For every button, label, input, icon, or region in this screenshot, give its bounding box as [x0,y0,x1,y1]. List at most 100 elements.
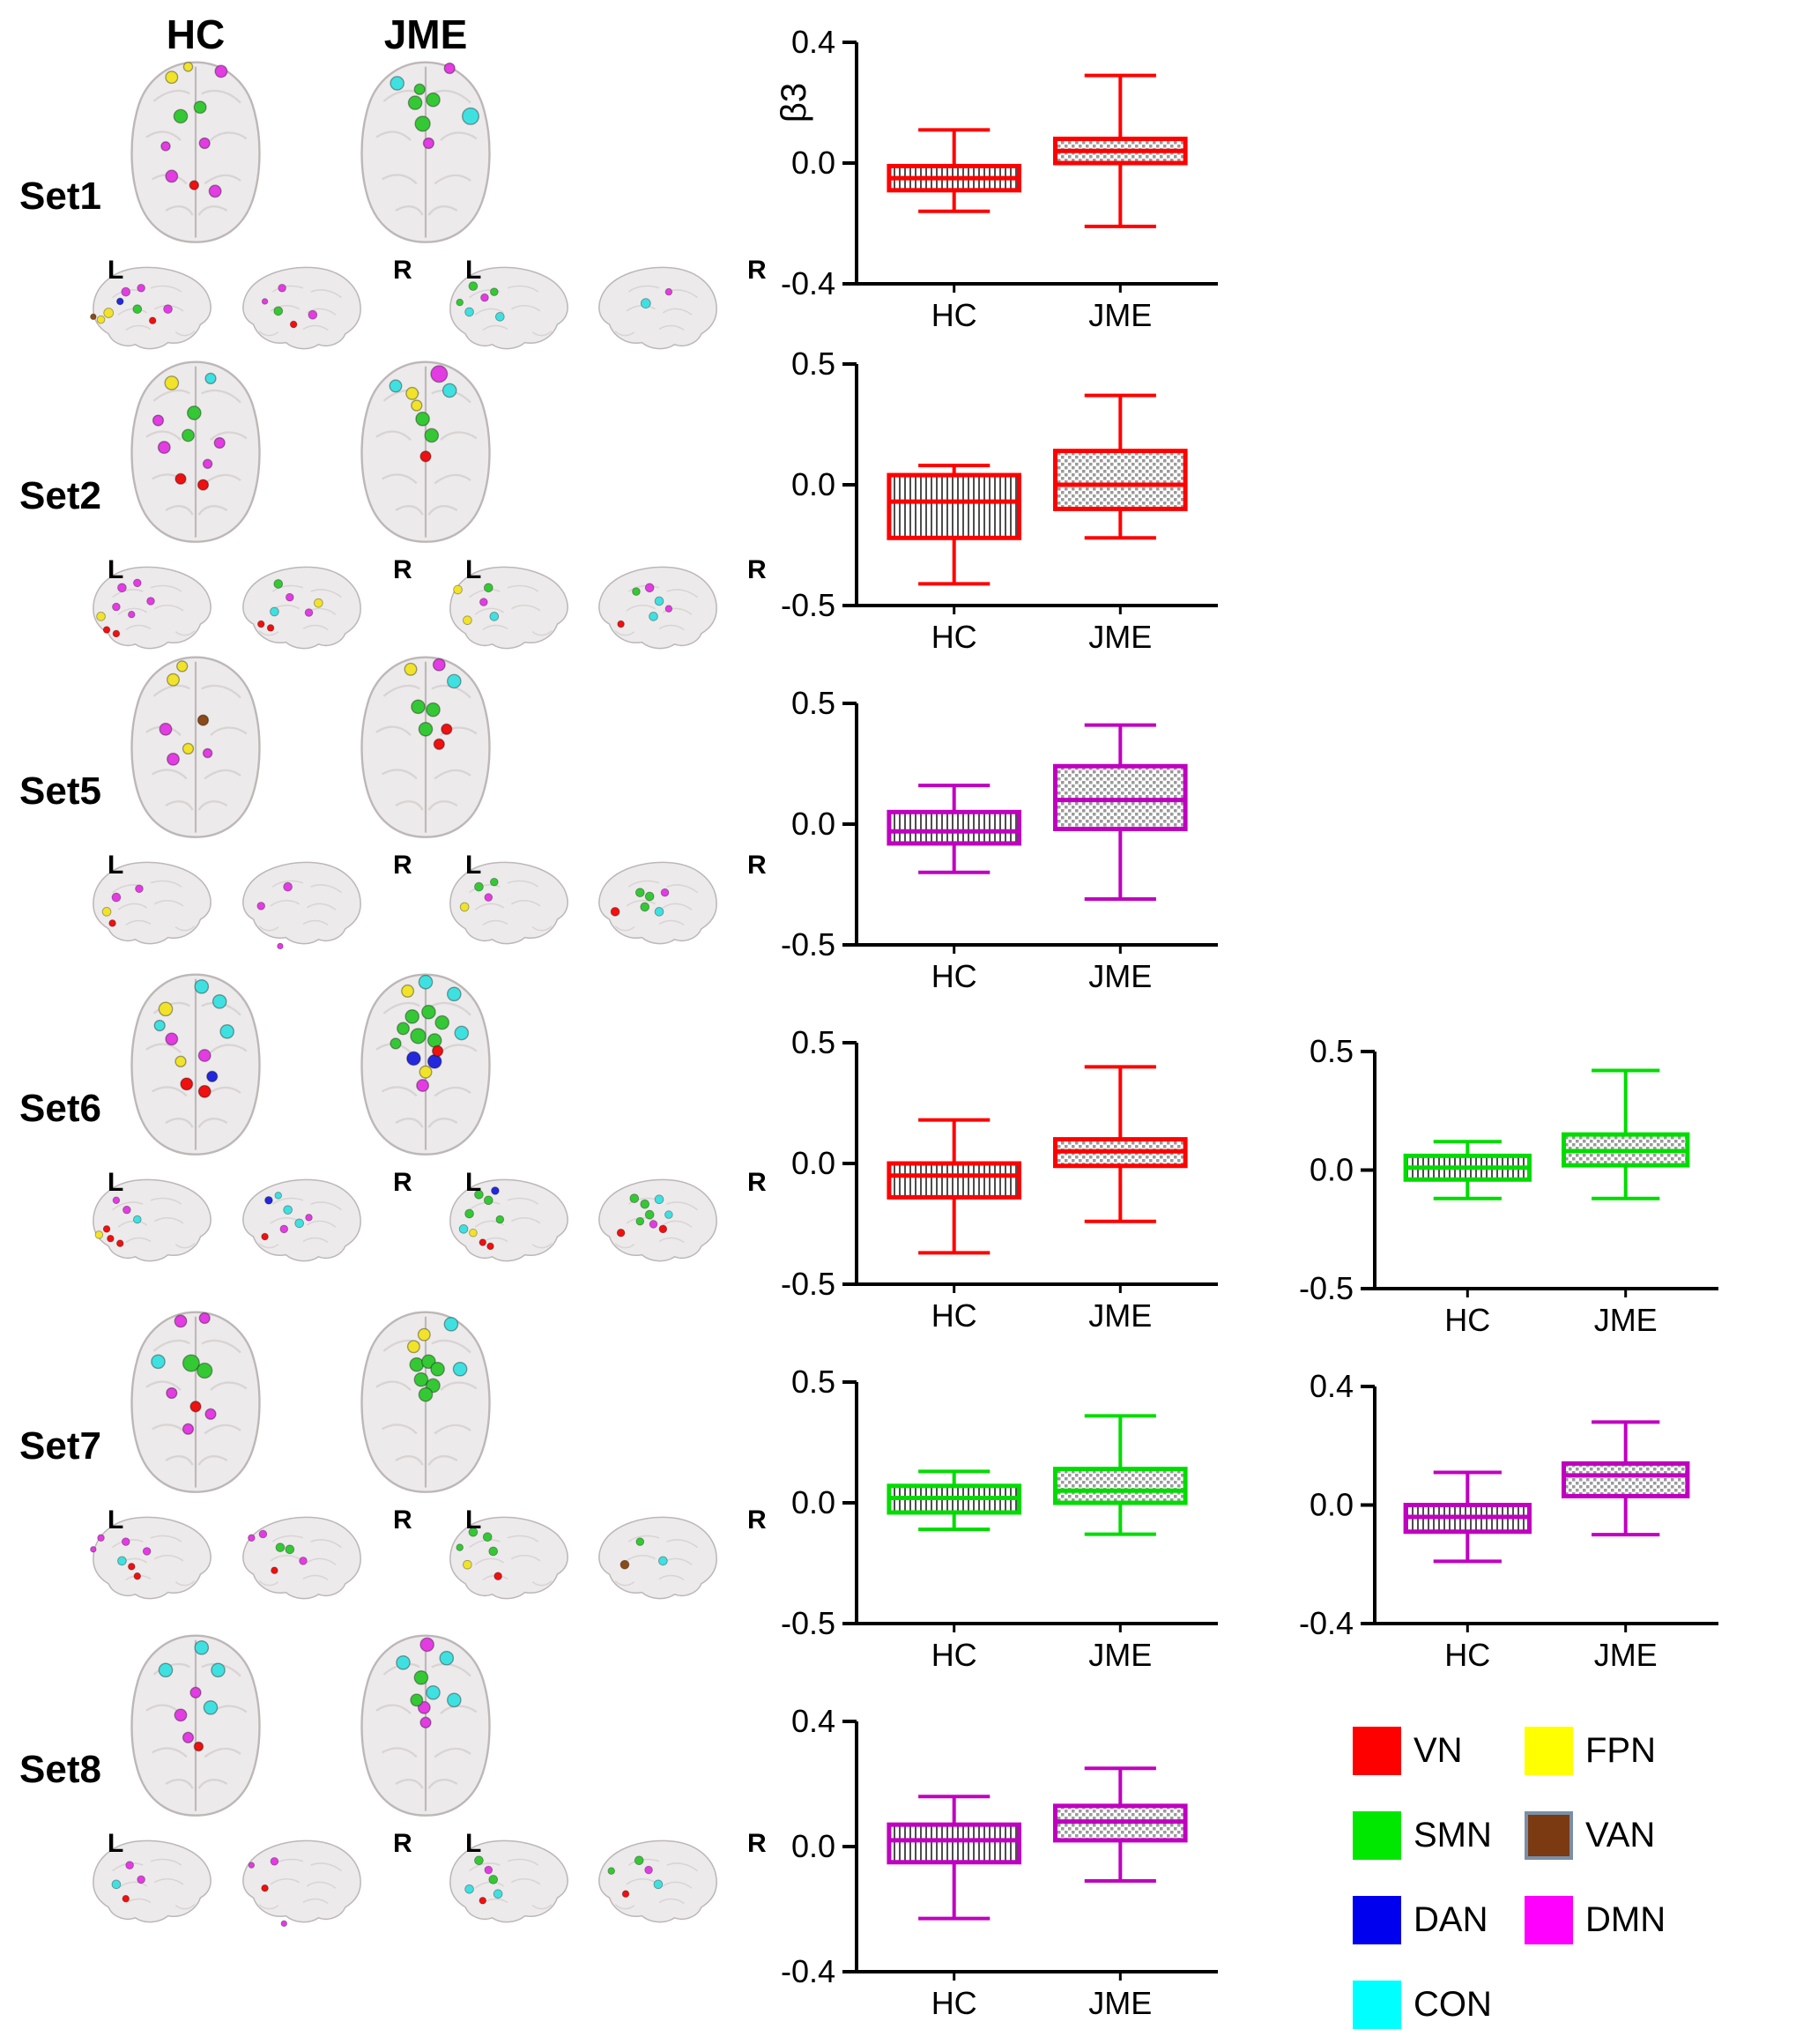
sulcus [469,1862,501,1872]
brain-shape-group [449,1178,568,1262]
brain-axial-set6-hc [130,973,261,1156]
node-dot-dmn [280,1920,287,1928]
node-dot-fpn [182,62,194,72]
node-dot-dmn [122,1205,131,1215]
node-dot-dmn [97,1534,105,1542]
boxplot-set6: 0.5 0.0 -0.5 HC JME [775,1025,1234,1334]
node-dot-smn [424,427,440,443]
node-dot-smn [474,1855,484,1866]
sulcus [258,1243,279,1249]
node-dot-dmn [644,1865,653,1875]
sulcus [153,1555,184,1562]
node-dot-dmn [213,436,226,450]
node-dot-con [653,1879,664,1890]
sulcus [434,1086,471,1097]
node-dot-con [654,596,664,606]
sulcus [614,925,635,932]
sulcus [174,630,196,636]
sulcus [440,1381,478,1391]
node-dot-dmn [208,184,222,198]
legend-swatch-vn [1353,1726,1401,1775]
brain-outline [242,1840,361,1923]
sulcus [474,1557,505,1565]
boxplot-svg-set6_right: 0.5 0.0 -0.5 HC JME [1299,1034,1718,1338]
node-dot-smn [426,702,441,717]
sulcus [270,1878,301,1885]
node-dot-con [446,986,462,1002]
brain-outline [598,266,717,350]
node-dot-fpn [453,584,463,595]
node-dot-dmn [248,1862,256,1869]
legend-swatch-dan [1353,1895,1401,1944]
set-label-set5: Set5 [19,769,101,813]
set-label-set2: Set2 [19,474,101,517]
brain-outline [93,266,211,350]
node-dot-dmn [182,1423,195,1435]
legend-label-smn: SMN [1414,1815,1492,1854]
sulcus [510,305,541,312]
node-dot-dmn [90,1546,97,1553]
node-dot-smn [482,1532,493,1542]
node-dot-dmn [432,658,446,672]
node-dot-dan [264,1196,273,1205]
sulcus [302,1898,329,1905]
brain-sagittal-left-set2-jme [449,566,568,650]
brain-sagittal-left-set8-hc [93,1840,211,1923]
node-dot-smn [456,1543,464,1551]
sulcus [427,1779,458,1789]
sulcus [165,1779,194,1789]
sulcus [440,1705,478,1714]
sulcus [658,324,685,331]
node-dot-vn [148,316,157,324]
node-dot-vn [610,907,620,917]
brain-sagittal-left-set8-jme [449,1840,568,1923]
hemisphere-label-left-set1-hc: L [108,256,124,285]
node-dot-smn [488,1875,499,1884]
sulcus [150,584,182,592]
sulcus [482,919,508,926]
node-dot-con [194,1639,210,1655]
sulcus [627,1535,660,1542]
node-dot-vn [266,624,275,632]
x-category-label: HC [931,958,977,994]
sulcus [469,1539,501,1549]
node-dot-con [493,1889,503,1899]
sulcus [434,1747,471,1758]
sulcus [382,1001,420,1015]
sulcus [145,1380,182,1391]
node-dot-smn [495,1215,505,1224]
sulcus [482,324,508,331]
sulcus [531,1580,553,1587]
node-dot-dmn [277,942,284,950]
brain-outline [598,1178,717,1262]
node-dot-vn [102,1225,111,1233]
x-category-label: HC [931,1637,977,1673]
brain-axial-set1-hc [130,61,261,243]
node-dot-dmn [258,1529,268,1539]
sulcus [271,584,304,592]
node-dot-smn [426,1378,441,1394]
node-dot-dmn [133,578,142,588]
legend-item-fpn: FPN [1525,1708,1696,1793]
hemisphere-label-left-set1-jme: L [465,256,482,285]
sulcus [627,584,660,592]
node-dot-con [443,1316,459,1332]
sulcus [614,331,635,337]
node-dot-smn [413,1669,429,1685]
hemisphere-label-left-set2-jme: L [465,555,482,584]
node-dot-con [283,1205,293,1215]
node-dot-con [418,974,434,990]
node-dot-con [640,298,651,309]
node-dot-dmn [256,902,266,911]
sulcus [666,1862,698,1872]
sulcus [507,1197,539,1205]
sulcus [152,1339,190,1352]
node-dot-con [274,1192,283,1200]
sulcus [271,1535,304,1542]
sulcus [258,1904,279,1910]
sulcus [431,89,471,104]
node-dot-smn [640,1199,650,1209]
sulcus [395,800,424,811]
x-category-label: JME [1088,1637,1152,1673]
sulcus [382,174,418,185]
